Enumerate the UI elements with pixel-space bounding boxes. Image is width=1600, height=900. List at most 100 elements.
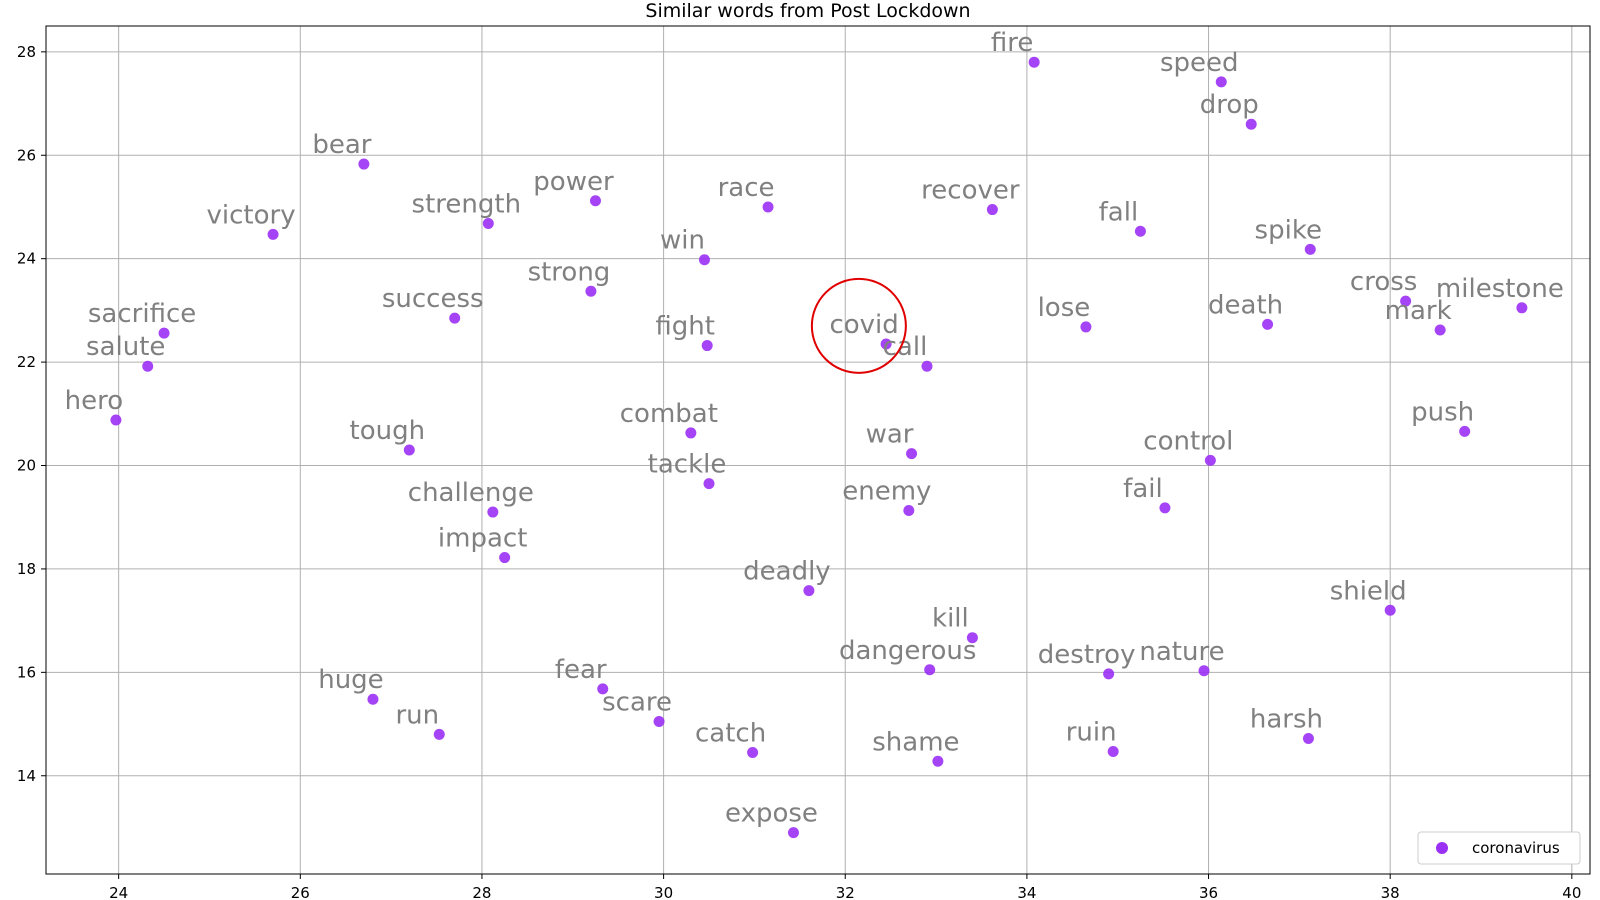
data-point (433, 728, 445, 740)
legend-marker (1436, 842, 1448, 854)
data-point (762, 201, 774, 213)
x-tick-label: 26 (291, 884, 310, 900)
data-point (787, 827, 799, 839)
y-tick-label: 22 (17, 353, 36, 371)
data-point (698, 254, 710, 266)
data-point (449, 312, 461, 324)
data-point (589, 195, 601, 207)
x-tick-label: 32 (836, 884, 855, 900)
legend-box (1417, 831, 1581, 865)
point-label: lose (1038, 293, 1091, 323)
point-label: fall (1099, 197, 1139, 227)
data-point (1434, 324, 1446, 336)
data-point (267, 228, 279, 240)
data-point (701, 340, 713, 352)
x-tick-label: 28 (472, 884, 491, 900)
x-tick-label: 38 (1381, 884, 1400, 900)
data-point (499, 552, 511, 564)
data-point (482, 218, 494, 230)
point-label: cross (1350, 267, 1417, 297)
y-tick-label: 24 (17, 250, 36, 268)
point-label: enemy (842, 476, 931, 506)
data-point (921, 360, 933, 372)
data-point (1134, 225, 1146, 237)
grid (46, 26, 1590, 874)
data-point (1159, 502, 1171, 514)
point-label: fire (991, 28, 1034, 58)
point-label: control (1143, 426, 1233, 456)
point-label: tough (350, 416, 426, 446)
data-point (1198, 665, 1210, 677)
point-label: expose (725, 799, 818, 829)
point-label: death (1208, 290, 1283, 320)
data-point (1459, 425, 1471, 437)
data-point (986, 204, 998, 216)
data-point (653, 715, 665, 727)
point-label: fight (655, 312, 715, 342)
data-point (1400, 295, 1412, 307)
y-tick-label: 26 (17, 146, 36, 164)
data-point (747, 746, 759, 758)
plot-frame (45, 25, 1591, 875)
data-point (1304, 243, 1316, 255)
chart-title: Similar words from Post Lockdown (645, 0, 970, 22)
point-label: war (866, 420, 914, 450)
data-point (903, 504, 915, 516)
point-label: win (660, 226, 705, 256)
y-tick-label: 14 (17, 767, 36, 785)
x-tick-label: 36 (1199, 884, 1218, 900)
data-point (1516, 302, 1528, 314)
data-point (158, 327, 170, 339)
point-label: challenge (408, 478, 534, 508)
data-point (1080, 321, 1092, 333)
data-point (924, 664, 936, 676)
y-tick-label: 20 (17, 457, 36, 475)
point-label: speed (1160, 48, 1239, 78)
point-label: power (533, 167, 614, 197)
point-label: deadly (743, 557, 831, 587)
point-label: shame (872, 727, 959, 757)
point-label: tackle (648, 450, 727, 480)
point-label: drop (1200, 90, 1259, 120)
y-tick-label: 18 (17, 560, 36, 578)
data-point (1302, 733, 1314, 745)
data-point (358, 158, 370, 170)
data-point (597, 683, 609, 695)
point-label: salute (86, 332, 165, 362)
data-point (685, 427, 697, 439)
legend-label: coronavirus (1472, 839, 1560, 857)
point-label: success (382, 284, 484, 314)
point-label: shield (1330, 576, 1407, 606)
point-label: nature (1139, 637, 1224, 667)
data-point (367, 693, 379, 705)
data-point (1384, 604, 1396, 616)
point-label: impact (438, 524, 527, 554)
x-tick-label: 30 (654, 884, 673, 900)
data-point (932, 755, 944, 767)
data-point (906, 448, 918, 460)
point-labels: fire speed drop bear power race recover strengt… (65, 28, 1564, 828)
x-tick-label: 34 (1017, 884, 1036, 900)
point-label: destroy (1038, 640, 1136, 670)
point-label: scare (602, 687, 672, 717)
data-point (1028, 56, 1040, 68)
point-label: spike (1255, 215, 1322, 245)
point-label: race (718, 173, 775, 203)
data-points (110, 56, 1528, 839)
data-point (110, 414, 122, 426)
point-label: fear (555, 655, 607, 685)
data-point (403, 444, 415, 456)
point-label: push (1411, 397, 1474, 427)
data-point (1107, 745, 1119, 757)
point-label: mark (1385, 296, 1452, 326)
point-label: milestone (1436, 274, 1564, 304)
point-label: huge (318, 665, 383, 695)
point-label: hero (65, 386, 124, 416)
axis-ticks: 24 26 28 30 32 34 36 38 40 14 16 18 20 22 24 26 28 (17, 43, 1581, 900)
point-label: strength (412, 190, 522, 220)
legend: coronavirus (1417, 831, 1581, 865)
data-point (703, 478, 715, 490)
point-label: strong (528, 257, 611, 287)
data-point (880, 338, 892, 350)
